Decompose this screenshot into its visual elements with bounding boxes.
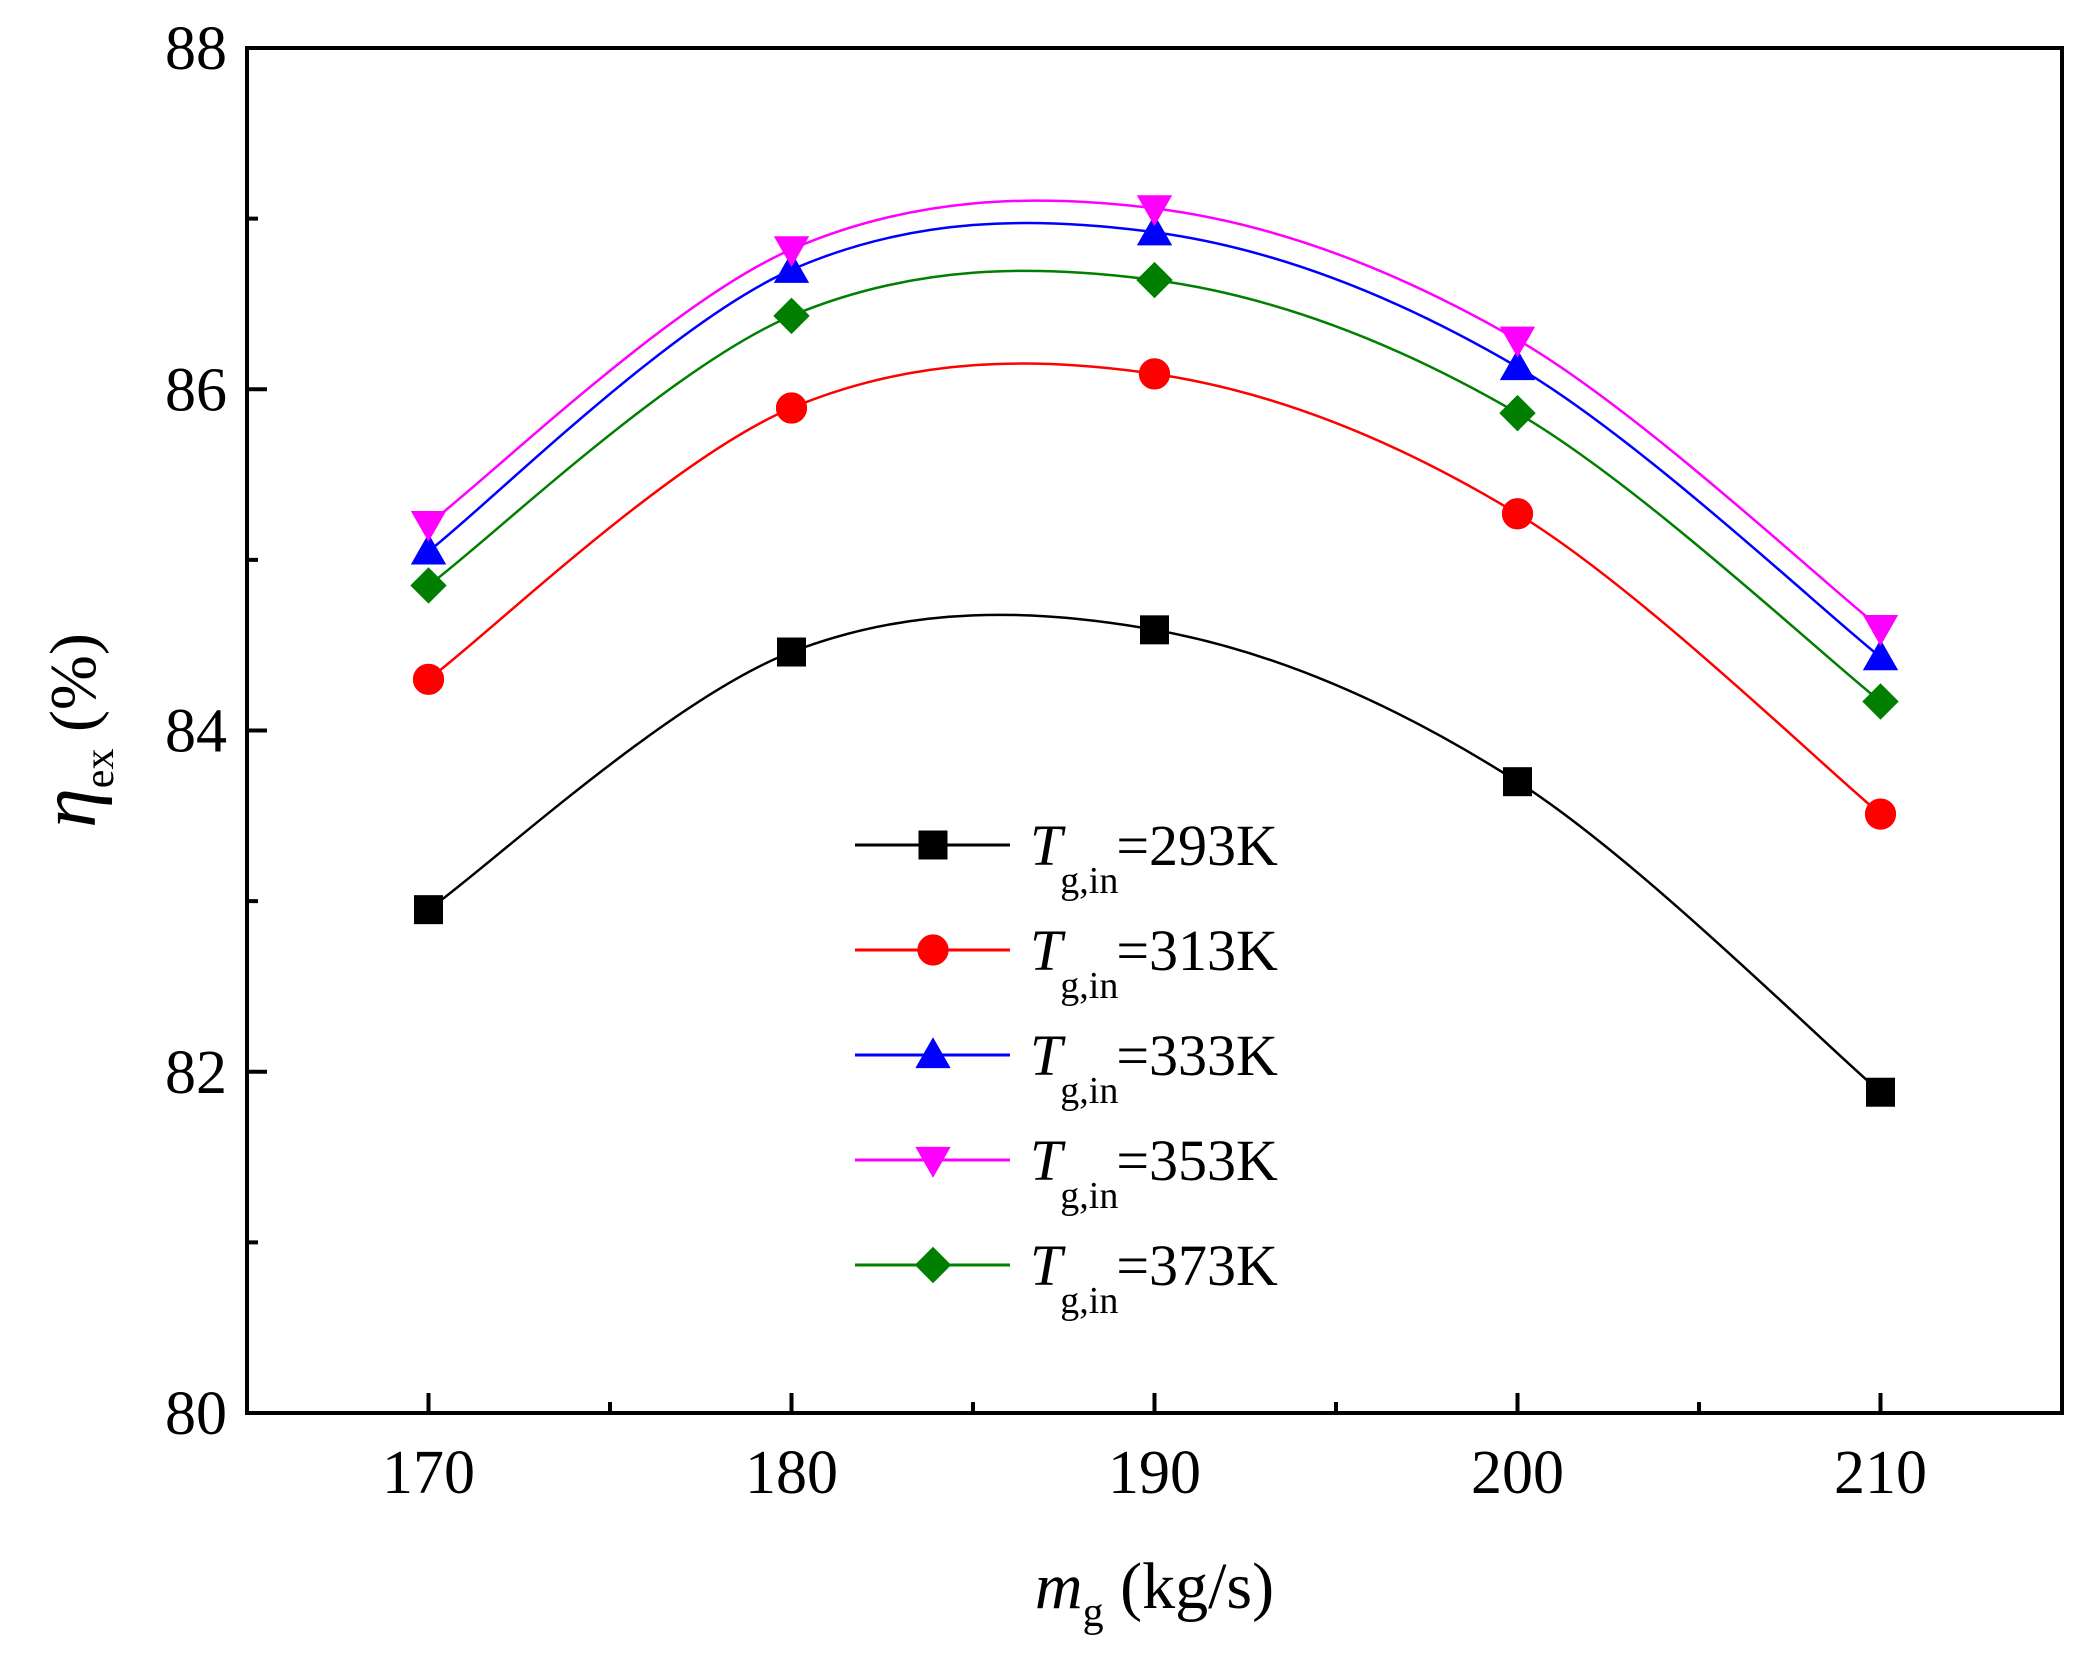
data-point-triangle-down	[410, 510, 447, 542]
plot-frame	[245, 46, 2064, 1415]
data-point-diamond	[1499, 394, 1536, 432]
y-tick-label: 82	[165, 1039, 227, 1107]
y-tick-label: 88	[165, 15, 227, 83]
series-markers	[410, 195, 1899, 1107]
x-tick-label: 200	[1471, 1439, 1564, 1507]
x-tick-label: 180	[745, 1439, 838, 1507]
data-point-triangle-down	[1136, 195, 1173, 227]
data-point-diamond	[914, 1246, 952, 1284]
data-point-circle	[775, 392, 808, 424]
data-point-circle	[917, 934, 949, 966]
x-tick-label: 210	[1834, 1439, 1927, 1507]
data-point-triangle-up	[1136, 214, 1173, 246]
data-point-triangle-down	[1499, 326, 1536, 358]
data-point-square	[777, 637, 806, 667]
data-point-diamond	[1862, 683, 1899, 720]
data-point-diamond	[410, 567, 447, 604]
y-tick-label: 86	[165, 356, 227, 424]
y-tick-labels: 80 82 84 86 88	[165, 15, 227, 1448]
data-point-square	[1866, 1077, 1895, 1107]
data-point-triangle-down	[915, 1146, 951, 1178]
data-point-square	[1503, 767, 1532, 797]
data-point-circle	[1501, 498, 1534, 530]
data-point-triangle-down	[773, 236, 810, 268]
data-point-circle	[1864, 798, 1897, 830]
data-point-circle	[1138, 358, 1171, 390]
data-point-triangle-up	[915, 1037, 951, 1069]
x-axis-title: mg (kg/s)	[1035, 1550, 1274, 1636]
x-tick-labels: 170 180 190 200 210	[382, 1439, 1927, 1507]
data-point-triangle-up	[410, 533, 447, 565]
data-point-diamond	[773, 297, 810, 335]
data-point-square	[414, 895, 443, 925]
data-point-triangle-down	[1862, 615, 1899, 646]
x-tick-label: 190	[1108, 1439, 1201, 1507]
data-point-circle	[412, 663, 445, 695]
data-point-square	[1140, 615, 1169, 645]
y-axis-title: ηex (%)	[25, 633, 123, 828]
y-tick-label: 80	[165, 1380, 227, 1448]
data-point-square	[918, 830, 948, 860]
x-tick-label: 170	[382, 1439, 475, 1507]
data-point-triangle-up	[1862, 639, 1899, 671]
axis-ticks	[245, 46, 2064, 1415]
data-point-triangle-up	[1499, 349, 1536, 381]
series-line-1	[427, 362, 1882, 816]
data-point-triangle-up	[773, 252, 810, 283]
data-point-diamond	[1136, 261, 1173, 299]
y-tick-label: 84	[165, 698, 227, 766]
